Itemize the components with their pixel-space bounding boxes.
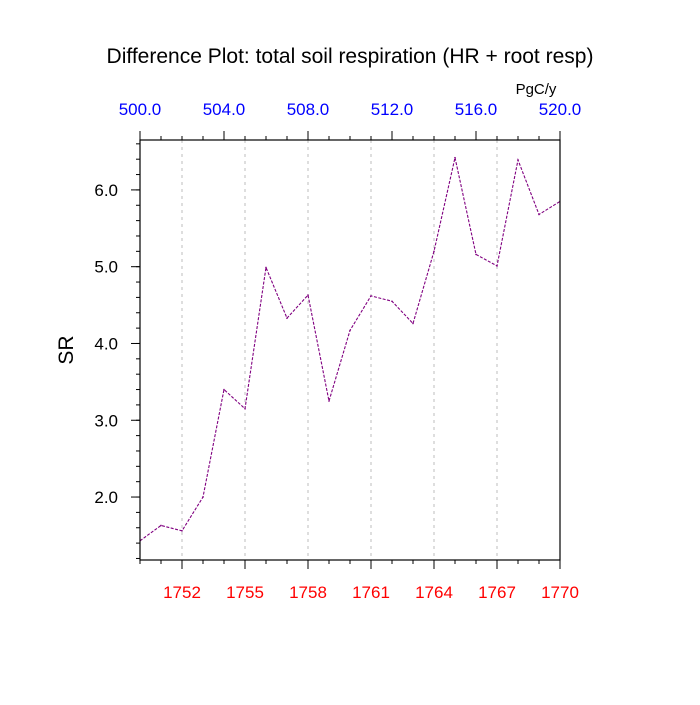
data-point	[538, 213, 540, 216]
data-point	[307, 294, 309, 296]
y-tick-label: 2.0	[94, 488, 118, 507]
x-top-tick-label: 500.0	[119, 100, 162, 119]
chart-title: Difference Plot: total soil respiration …	[107, 45, 594, 68]
x-bottom-tick-label: 1764	[415, 583, 453, 602]
x-top-tick-label: 520.0	[539, 100, 582, 119]
data-point	[391, 300, 393, 303]
x-bottom-tick-label: 1755	[226, 583, 264, 602]
data-point	[286, 317, 288, 319]
series-group	[140, 156, 560, 542]
x-bottom-tick-label: 1752	[163, 583, 201, 602]
x-bottom-tick-label: 1767	[478, 583, 516, 602]
data-point	[160, 524, 162, 527]
data-point	[454, 156, 456, 159]
data-point	[349, 329, 351, 332]
data-point	[433, 250, 435, 253]
data-point	[181, 530, 183, 532]
y-tick-label: 5.0	[94, 258, 118, 277]
data-point	[517, 159, 519, 161]
data-point	[370, 295, 372, 297]
y-tick-label: 4.0	[94, 334, 118, 353]
x-top-tick-label: 516.0	[455, 100, 498, 119]
x-bottom-tick-label: 1761	[352, 583, 390, 602]
y-tick-label: 6.0	[94, 181, 118, 200]
x-bottom-tick-label: 1758	[289, 583, 327, 602]
data-point	[202, 496, 204, 498]
x-top-tick-label: 512.0	[371, 100, 414, 119]
data-point	[265, 266, 267, 269]
grid-lines	[181, 140, 498, 560]
data-point	[412, 322, 414, 325]
data-point	[328, 400, 330, 402]
x-top-tick-label: 504.0	[203, 100, 246, 119]
y-tick-label: 3.0	[94, 411, 118, 430]
y-axis-label: SR	[55, 335, 78, 364]
x-bottom-tick-label: 1770	[541, 583, 579, 602]
units-label: PgC/y	[516, 81, 557, 98]
data-point	[475, 253, 477, 256]
x-top-tick-label: 508.0	[287, 100, 330, 119]
data-point	[223, 388, 225, 391]
data-point	[496, 265, 498, 267]
axis-ticks: 1752 1755 1758 1761 1764 1767 1770 500.0 504.0 50…	[94, 100, 581, 602]
data-point	[244, 407, 246, 410]
